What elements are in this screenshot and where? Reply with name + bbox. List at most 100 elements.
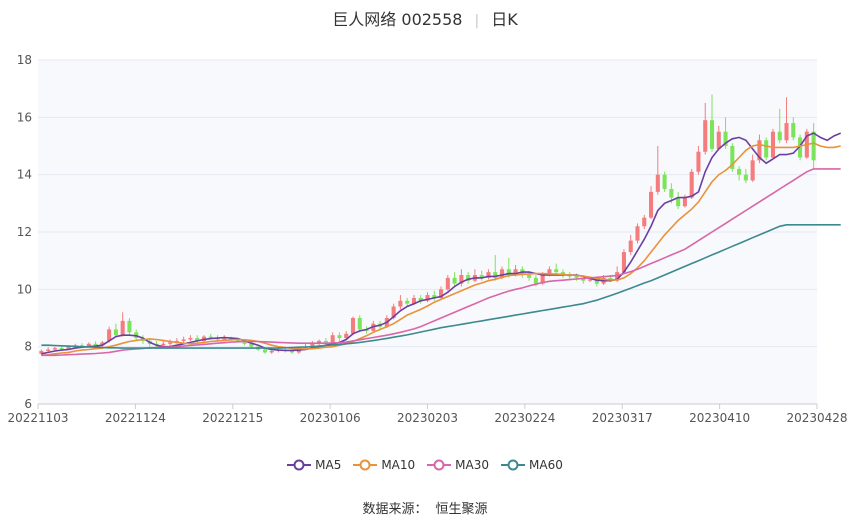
candle-body bbox=[811, 131, 816, 161]
candle-body bbox=[777, 131, 782, 141]
candle-body bbox=[662, 174, 667, 189]
candle-body bbox=[506, 269, 511, 275]
candle-body bbox=[649, 191, 654, 218]
candle-body bbox=[689, 171, 694, 198]
candle-body bbox=[323, 340, 328, 343]
candle-body bbox=[655, 174, 660, 192]
candle-body bbox=[635, 226, 640, 241]
legend-marker-icon bbox=[501, 459, 526, 471]
candle-body bbox=[493, 272, 498, 278]
legend-label: MA5 bbox=[315, 458, 342, 472]
legend-marker-icon bbox=[353, 459, 378, 471]
candle-body bbox=[757, 140, 762, 161]
candle-body bbox=[120, 320, 125, 336]
candle-body bbox=[669, 189, 674, 198]
candle-body bbox=[676, 197, 681, 207]
candle-body bbox=[127, 320, 132, 333]
x-tick-label: 20230224 bbox=[494, 411, 555, 425]
candle-body bbox=[100, 342, 105, 346]
candle-body bbox=[784, 123, 789, 141]
y-tick-label: 6 bbox=[24, 397, 32, 411]
y-tick-label: 10 bbox=[17, 282, 32, 296]
candle-body bbox=[479, 275, 484, 278]
series-line-ma10 bbox=[41, 142, 841, 357]
candle-body bbox=[730, 146, 735, 169]
title-separator: | bbox=[474, 13, 480, 29]
candle-body bbox=[330, 335, 335, 343]
candle-body bbox=[86, 343, 91, 347]
candle-body bbox=[791, 123, 796, 138]
x-tick-label: 20221103 bbox=[7, 411, 68, 425]
candle-body bbox=[398, 300, 403, 307]
legend-marker-icon bbox=[287, 459, 312, 471]
candle-body bbox=[168, 342, 173, 344]
candle-body bbox=[337, 335, 342, 339]
x-tick-label: 20230428 bbox=[786, 411, 847, 425]
candle-body bbox=[59, 348, 64, 350]
y-tick-label: 14 bbox=[17, 168, 32, 182]
candle-body bbox=[716, 131, 721, 149]
legend-item-ma10[interactable]: MA10 bbox=[353, 458, 415, 472]
candle-body bbox=[46, 349, 51, 351]
candle-body bbox=[391, 306, 396, 318]
y-tick-label: 18 bbox=[17, 53, 32, 67]
candle-body bbox=[459, 275, 464, 284]
candle-body bbox=[486, 272, 491, 278]
candle-body bbox=[113, 329, 118, 336]
candle-body bbox=[289, 350, 295, 353]
period-label: 日K bbox=[491, 10, 518, 29]
x-tick-label: 20230106 bbox=[300, 411, 361, 425]
series-line-ma30 bbox=[41, 168, 841, 357]
candle-body bbox=[594, 279, 599, 284]
candle-body bbox=[540, 275, 545, 284]
candle-body bbox=[770, 131, 776, 158]
candle-body bbox=[418, 297, 423, 301]
source-label: 数据来源： bbox=[362, 502, 428, 517]
candle-body bbox=[317, 340, 322, 344]
candlestick-chart: 6 8 10 12 14 16 18 20221103 20221124 20221215 2023… bbox=[7, 53, 847, 425]
y-tick-label: 8 bbox=[24, 340, 32, 354]
legend-marker-icon bbox=[427, 459, 452, 471]
candle-body bbox=[621, 252, 626, 273]
candle-body bbox=[588, 279, 593, 281]
candle-body bbox=[615, 272, 620, 281]
candle-body bbox=[181, 339, 186, 341]
candle-body bbox=[628, 240, 633, 253]
stock-name: 巨人网络 002558 bbox=[332, 10, 463, 29]
x-tick-label: 20221124 bbox=[105, 411, 166, 425]
candle-body bbox=[554, 269, 559, 273]
legend-label: MA30 bbox=[455, 458, 490, 472]
x-tick-label: 20230317 bbox=[592, 411, 653, 425]
candle-body bbox=[682, 197, 687, 207]
candle-body bbox=[249, 343, 254, 347]
candle-body bbox=[764, 140, 769, 158]
candle-body bbox=[310, 343, 315, 347]
candle-body bbox=[452, 277, 457, 284]
legend-item-ma60[interactable]: MA60 bbox=[501, 458, 563, 472]
y-tick-label: 16 bbox=[17, 110, 32, 124]
legend-item-ma5[interactable]: MA5 bbox=[287, 458, 341, 472]
candle-body bbox=[411, 297, 416, 304]
candle-body bbox=[513, 269, 518, 275]
candle-body bbox=[425, 295, 430, 301]
candle-body bbox=[547, 269, 552, 275]
legend-item-ma30[interactable]: MA30 bbox=[427, 458, 489, 472]
candle-body bbox=[188, 338, 193, 340]
series-line-ma5 bbox=[41, 132, 842, 355]
candle-body bbox=[344, 333, 349, 339]
candle-body bbox=[466, 275, 471, 281]
x-tick-label: 20221215 bbox=[202, 411, 263, 425]
legend-label: MA60 bbox=[529, 458, 563, 472]
candle-body bbox=[350, 318, 356, 334]
candle-body bbox=[52, 348, 57, 350]
candle-body bbox=[432, 295, 437, 298]
candle-body bbox=[161, 343, 166, 346]
legend: MA5 MA10 MA30 MA60 bbox=[0, 458, 850, 474]
candle-body bbox=[723, 131, 728, 146]
candle-body bbox=[709, 120, 715, 149]
candle-body bbox=[405, 300, 410, 304]
candle-body bbox=[439, 289, 444, 298]
candle-body bbox=[208, 336, 213, 339]
candle-body bbox=[703, 120, 708, 152]
candle-body bbox=[798, 137, 803, 158]
